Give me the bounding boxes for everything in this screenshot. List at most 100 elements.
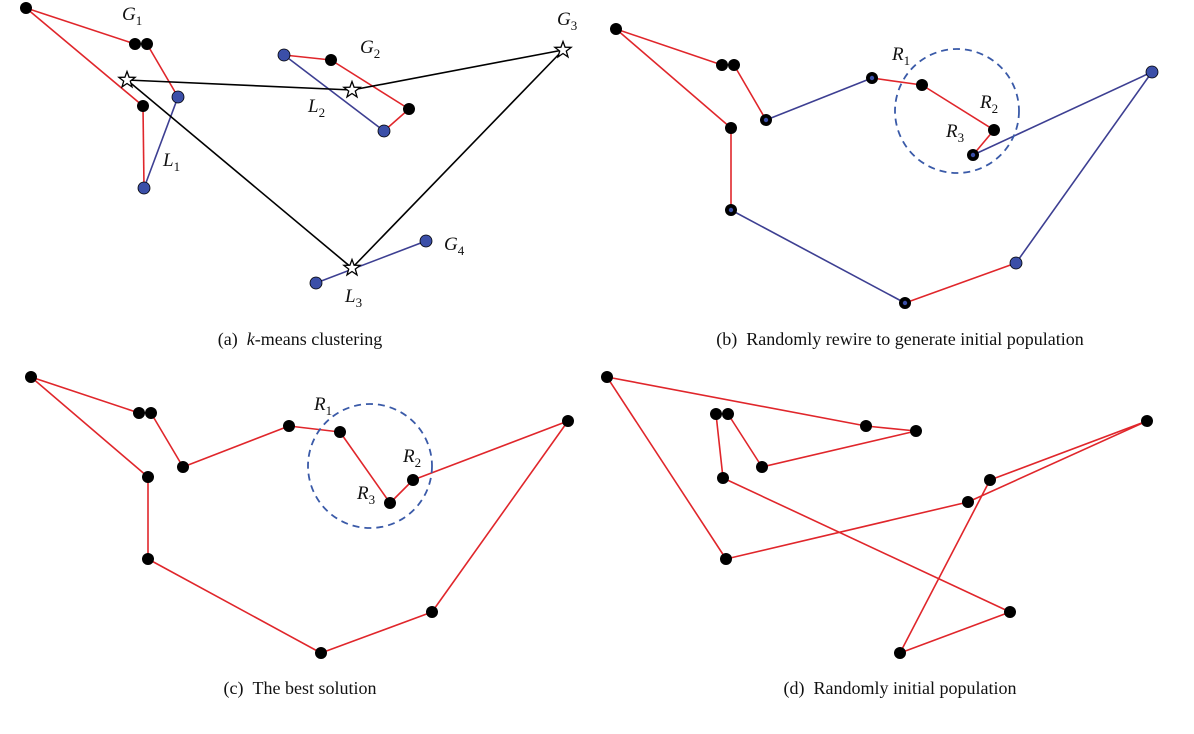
centroid (553, 39, 573, 59)
edge (899, 611, 1011, 654)
edge (126, 79, 353, 91)
node-label: G4 (444, 234, 465, 258)
edge (330, 59, 410, 110)
edge (761, 430, 917, 468)
label-sub: 3 (958, 130, 965, 145)
node (916, 79, 928, 91)
node-label: R3 (945, 121, 964, 145)
node-label: G1 (122, 4, 142, 28)
node (142, 553, 154, 565)
label-name: R (979, 92, 992, 113)
edge (320, 611, 433, 654)
node (377, 124, 391, 138)
node (725, 122, 737, 134)
edge (1015, 71, 1153, 264)
caption-gap (238, 329, 247, 349)
edge (288, 425, 341, 433)
label-name: L (344, 286, 356, 307)
node (137, 181, 151, 195)
edge (725, 501, 969, 560)
label-sub: 2 (374, 46, 381, 61)
edge (730, 209, 906, 304)
label-sub: 3 (571, 18, 578, 33)
centroid (342, 79, 362, 99)
node (860, 420, 872, 432)
edge (351, 49, 564, 91)
node (426, 606, 438, 618)
node (334, 426, 346, 438)
node-label: R1 (313, 394, 332, 418)
label-sub: 1 (174, 159, 181, 174)
node (137, 100, 149, 112)
label-name: L (162, 150, 174, 171)
caption-text: Randomly initial population (814, 678, 1017, 698)
edge (615, 28, 723, 66)
edge (606, 376, 727, 560)
region (307, 403, 433, 529)
edge (126, 79, 353, 269)
node (1009, 256, 1023, 270)
node (407, 474, 419, 486)
edge (146, 43, 179, 98)
edge (972, 71, 1153, 156)
edge (412, 420, 569, 481)
caption-text: -means clustering (255, 329, 382, 349)
node (325, 54, 337, 66)
node (610, 23, 622, 35)
region (894, 48, 1020, 174)
caption-gap (243, 678, 252, 698)
node (283, 420, 295, 432)
node-label: R1 (891, 44, 910, 68)
node (384, 497, 396, 509)
label-sub: 2 (415, 455, 422, 470)
node (141, 38, 153, 50)
edge (30, 376, 149, 478)
node (309, 276, 323, 290)
caption-gap (805, 678, 814, 698)
edge (865, 425, 917, 432)
node-label: G3 (557, 9, 577, 33)
node (988, 124, 1000, 136)
label-name: L (307, 96, 319, 117)
node (894, 647, 906, 659)
label-name: G (360, 37, 374, 58)
node-label: L2 (307, 96, 325, 120)
node (177, 461, 189, 473)
edge (142, 105, 145, 189)
edge (733, 64, 767, 121)
edge (25, 7, 144, 107)
node (1145, 65, 1159, 79)
caption-tag: (d) (784, 678, 805, 699)
node (716, 59, 728, 71)
caption-text: The best solution (252, 678, 376, 698)
edge (615, 28, 732, 129)
node (717, 472, 729, 484)
caption-tag: (a) (218, 329, 238, 350)
node-label: R3 (356, 483, 375, 507)
edge (899, 479, 991, 654)
node (1004, 606, 1016, 618)
edge (871, 77, 923, 86)
node (984, 474, 996, 486)
label-name: R (891, 44, 904, 65)
node (962, 496, 974, 508)
node (710, 408, 722, 420)
caption: (d) Randomly initial population (784, 678, 1017, 699)
label-sub: 1 (326, 403, 333, 418)
node (728, 59, 740, 71)
edge (727, 413, 763, 468)
node-label: R2 (402, 446, 421, 470)
label-name: R (402, 446, 415, 467)
label-name: G (557, 9, 571, 30)
node-core (728, 207, 734, 213)
caption-gap (737, 329, 746, 349)
node-label: L1 (162, 150, 180, 174)
node (129, 38, 141, 50)
edge (431, 420, 569, 613)
caption: (c) The best solution (224, 678, 377, 699)
node (171, 90, 185, 104)
node (145, 407, 157, 419)
node-core (902, 300, 908, 306)
node-label: L3 (344, 286, 362, 310)
